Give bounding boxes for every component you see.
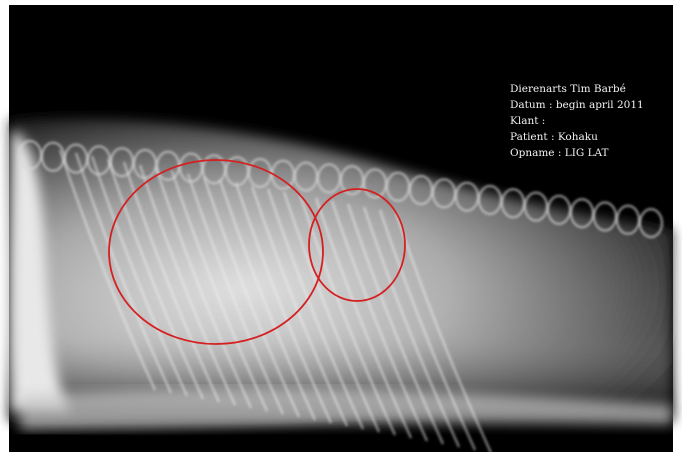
annotation-line: Klant : [510,115,545,127]
annotation-line: Opname : LIG LAT [510,147,609,159]
annotation-line: Patient : Kohaku [510,131,598,143]
annotation-line: Dierenarts Tim Barbé [510,83,626,95]
page: Dierenarts Tim Barbé Datum : begin april … [0,0,682,461]
annotation-line: Datum : begin april 2011 [510,99,644,111]
radiograph: Dierenarts Tim Barbé Datum : begin april … [0,0,682,461]
